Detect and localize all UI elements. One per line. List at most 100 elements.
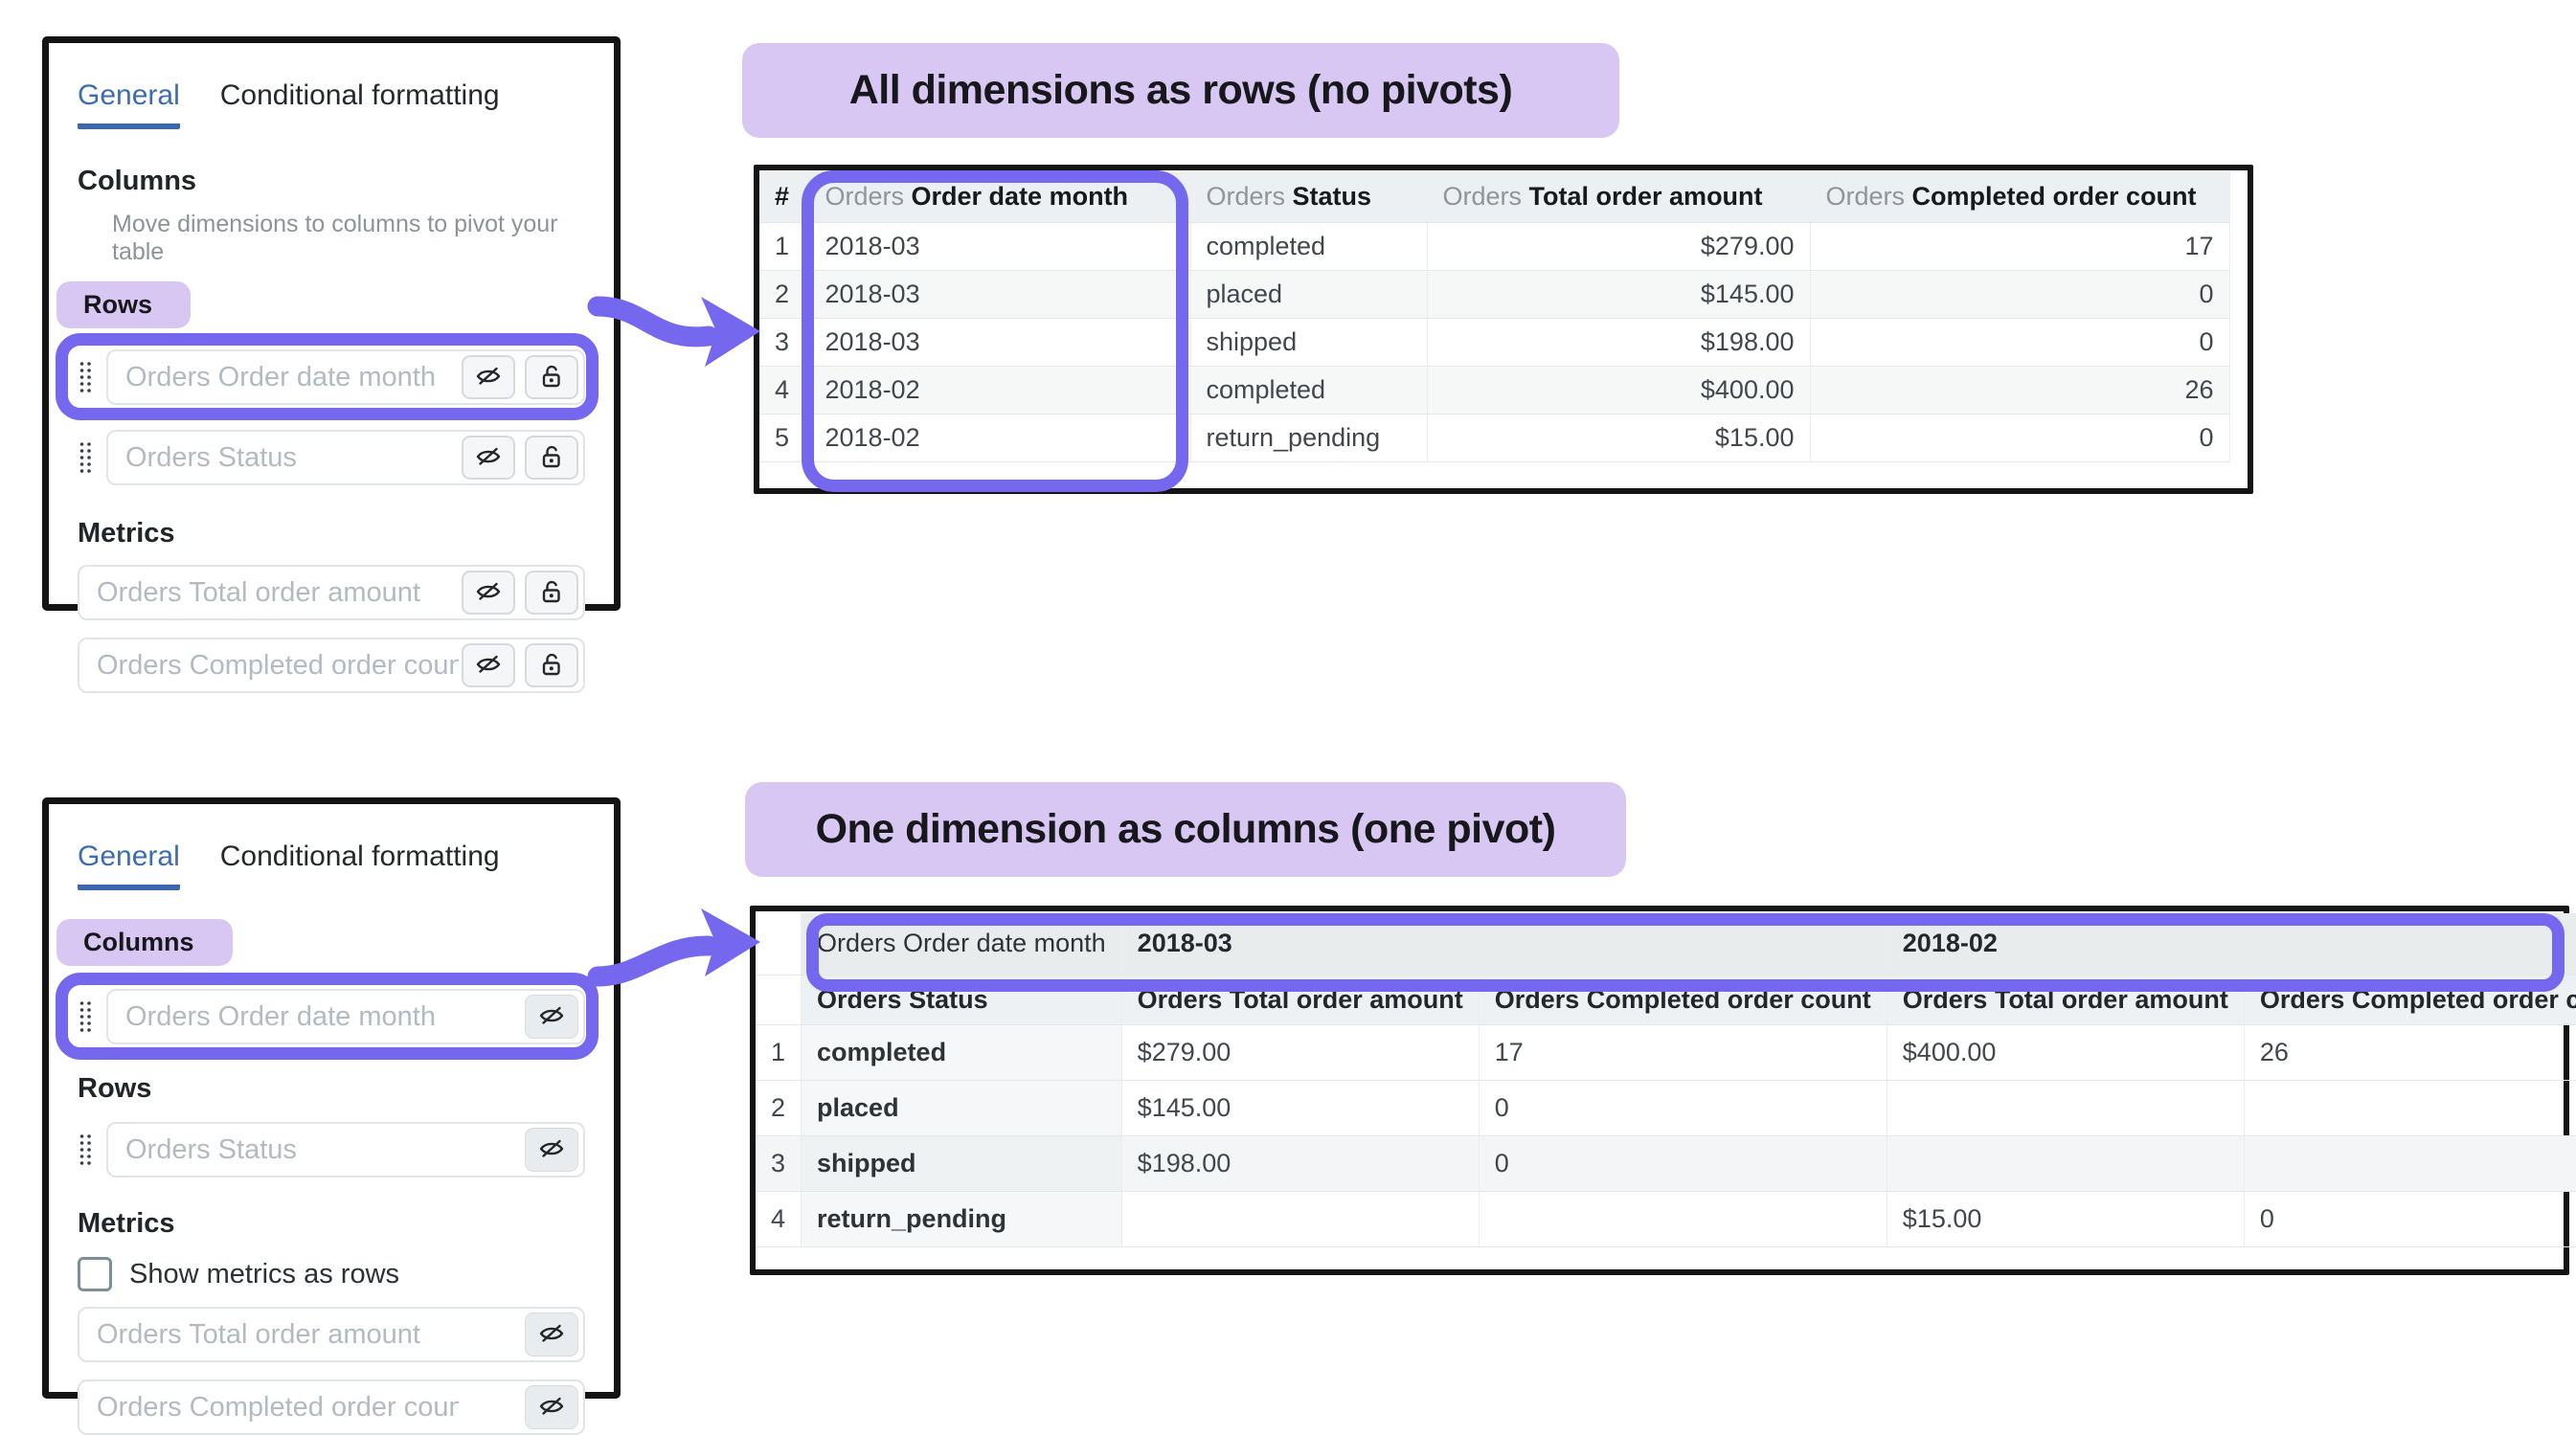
table-cell: 0 xyxy=(1810,414,2230,462)
field-container xyxy=(78,638,585,693)
table-cell: $198.00 xyxy=(1121,1135,1480,1192)
row-number-cell: 3 xyxy=(759,318,810,367)
table-cell: 2018-03 xyxy=(809,318,1191,367)
metric-field-completed-order-count xyxy=(78,1379,585,1435)
field-container xyxy=(106,1122,585,1177)
field-container xyxy=(106,430,585,485)
drag-handle-icon[interactable] xyxy=(78,1133,93,1166)
completed-order-count-field[interactable] xyxy=(78,1379,585,1435)
table-row: 1 completed $279.00 17 $400.00 26 xyxy=(756,1024,2576,1081)
row-field-order-date-month xyxy=(56,333,599,420)
table-cell: completed xyxy=(1190,366,1428,415)
field-buttons xyxy=(525,1385,578,1429)
table-cell: 26 xyxy=(2244,1024,2576,1081)
show-metrics-as-rows-option: Show metrics as rows xyxy=(78,1257,585,1291)
eye-off-icon xyxy=(474,577,503,609)
table-cell xyxy=(1887,1135,2245,1192)
tab-conditional-formatting[interactable]: Conditional formatting xyxy=(219,841,500,872)
table-cell xyxy=(2244,1135,2576,1192)
table-row: 1 2018-03 completed $279.00 17 xyxy=(759,222,2230,271)
field-buttons xyxy=(525,1312,578,1357)
hide-field-button[interactable] xyxy=(525,1385,578,1429)
eye-off-icon xyxy=(537,1001,566,1033)
total-order-amount-field[interactable] xyxy=(78,1307,585,1362)
table-cell: $279.00 xyxy=(1121,1024,1480,1081)
column-header: Orders Order date month xyxy=(809,172,1191,223)
drag-handle-icon[interactable] xyxy=(78,441,93,474)
results-table-no-pivot: # Orders Order date month Orders Status Ord… xyxy=(754,165,2253,494)
hide-field-button[interactable] xyxy=(462,643,515,687)
rows-section-badge: Rows xyxy=(56,281,192,328)
results-table-pivoted: Orders Order date month 2018-03 2018-02 Ord… xyxy=(750,906,2576,1275)
status-field[interactable] xyxy=(106,1122,585,1177)
table-row: 3 2018-03 shipped $198.00 0 xyxy=(759,318,2230,367)
section-title-one-pivot: One dimension as columns (one pivot) xyxy=(745,782,1626,877)
lock-field-button[interactable] xyxy=(525,643,578,687)
table-cell xyxy=(1887,1080,2245,1136)
table-cell: 0 xyxy=(1479,1135,1887,1192)
field-container xyxy=(78,1379,585,1435)
hide-field-button[interactable] xyxy=(462,436,515,480)
table-cell: $145.00 xyxy=(1427,270,1811,319)
hide-field-button[interactable] xyxy=(462,355,515,399)
tab-general[interactable]: General xyxy=(78,79,180,129)
eye-off-icon xyxy=(474,442,503,474)
drag-handle-icon[interactable] xyxy=(78,1000,93,1033)
column-header: Orders Total order amount xyxy=(1121,975,1480,1025)
hide-field-button[interactable] xyxy=(525,1312,578,1357)
table-header-row: # Orders Order date month Orders Status Ord… xyxy=(759,172,2230,223)
metrics-section-heading: Metrics xyxy=(78,1208,175,1239)
table-cell: return_pending xyxy=(1190,414,1428,462)
lock-open-icon xyxy=(537,442,566,474)
tab-conditional-formatting[interactable]: Conditional formatting xyxy=(219,79,500,111)
table-cell: 17 xyxy=(1479,1024,1887,1081)
column-prefix: Orders xyxy=(1442,182,1529,212)
show-metrics-checkbox[interactable] xyxy=(78,1257,112,1291)
hide-field-button[interactable] xyxy=(462,571,515,615)
config-tabs: General Conditional formatting xyxy=(78,841,585,890)
table-cell: placed xyxy=(1190,270,1428,319)
table-cell: 0 xyxy=(1810,270,2230,319)
table-cell: 2018-03 xyxy=(809,270,1191,319)
table-header-row: Orders Status Orders Total order amount Or… xyxy=(756,975,2576,1025)
hide-field-button[interactable] xyxy=(525,1128,578,1172)
row-number-cell: 1 xyxy=(759,222,810,271)
table-cell: 0 xyxy=(1810,318,2230,367)
eye-off-icon xyxy=(537,1134,566,1166)
eye-off-icon xyxy=(474,650,503,682)
column-header: Orders Total order amount xyxy=(1427,172,1811,223)
column-header: Orders Status xyxy=(1190,172,1428,223)
lock-field-button[interactable] xyxy=(525,355,578,399)
table-cell: $279.00 xyxy=(1427,222,1811,271)
row-number-cell: 3 xyxy=(756,1135,802,1192)
table-cell: $15.00 xyxy=(1887,1191,2245,1247)
hide-field-button[interactable] xyxy=(525,995,578,1039)
table-cell: $15.00 xyxy=(1427,414,1811,462)
field-container xyxy=(78,1307,585,1362)
lock-open-icon xyxy=(537,577,566,609)
lock-field-button[interactable] xyxy=(525,436,578,480)
column-prefix: Orders xyxy=(1206,182,1293,212)
field-buttons xyxy=(525,1128,578,1172)
eye-off-icon xyxy=(537,1319,566,1351)
table-row: 5 2018-02 return_pending $15.00 0 xyxy=(759,414,2230,462)
columns-section-heading: Columns xyxy=(78,166,197,196)
lock-field-button[interactable] xyxy=(525,571,578,615)
column-header: Orders Completed order count xyxy=(1479,975,1887,1025)
column-name: Completed order count xyxy=(1911,182,2197,212)
field-container xyxy=(106,989,585,1044)
row-field-status xyxy=(78,1122,585,1177)
field-buttons xyxy=(525,995,578,1039)
section-title-no-pivots: All dimensions as rows (no pivots) xyxy=(742,43,1619,138)
metric-field-total-order-amount xyxy=(78,565,585,620)
row-number-cell: 5 xyxy=(759,414,810,462)
drag-handle-icon[interactable] xyxy=(78,361,93,393)
order-date-month-field[interactable] xyxy=(106,989,585,1044)
tab-general[interactable]: General xyxy=(78,841,180,890)
table-cell: 2018-02 xyxy=(809,414,1191,462)
pivot-header-row: Orders Order date month 2018-03 2018-02 xyxy=(756,913,2576,975)
row-number-header: # xyxy=(759,172,810,223)
rows-section-heading: Rows xyxy=(78,1073,152,1104)
table-row: 2 placed $145.00 0 xyxy=(756,1080,2576,1136)
table-cell: shipped xyxy=(1190,318,1428,367)
